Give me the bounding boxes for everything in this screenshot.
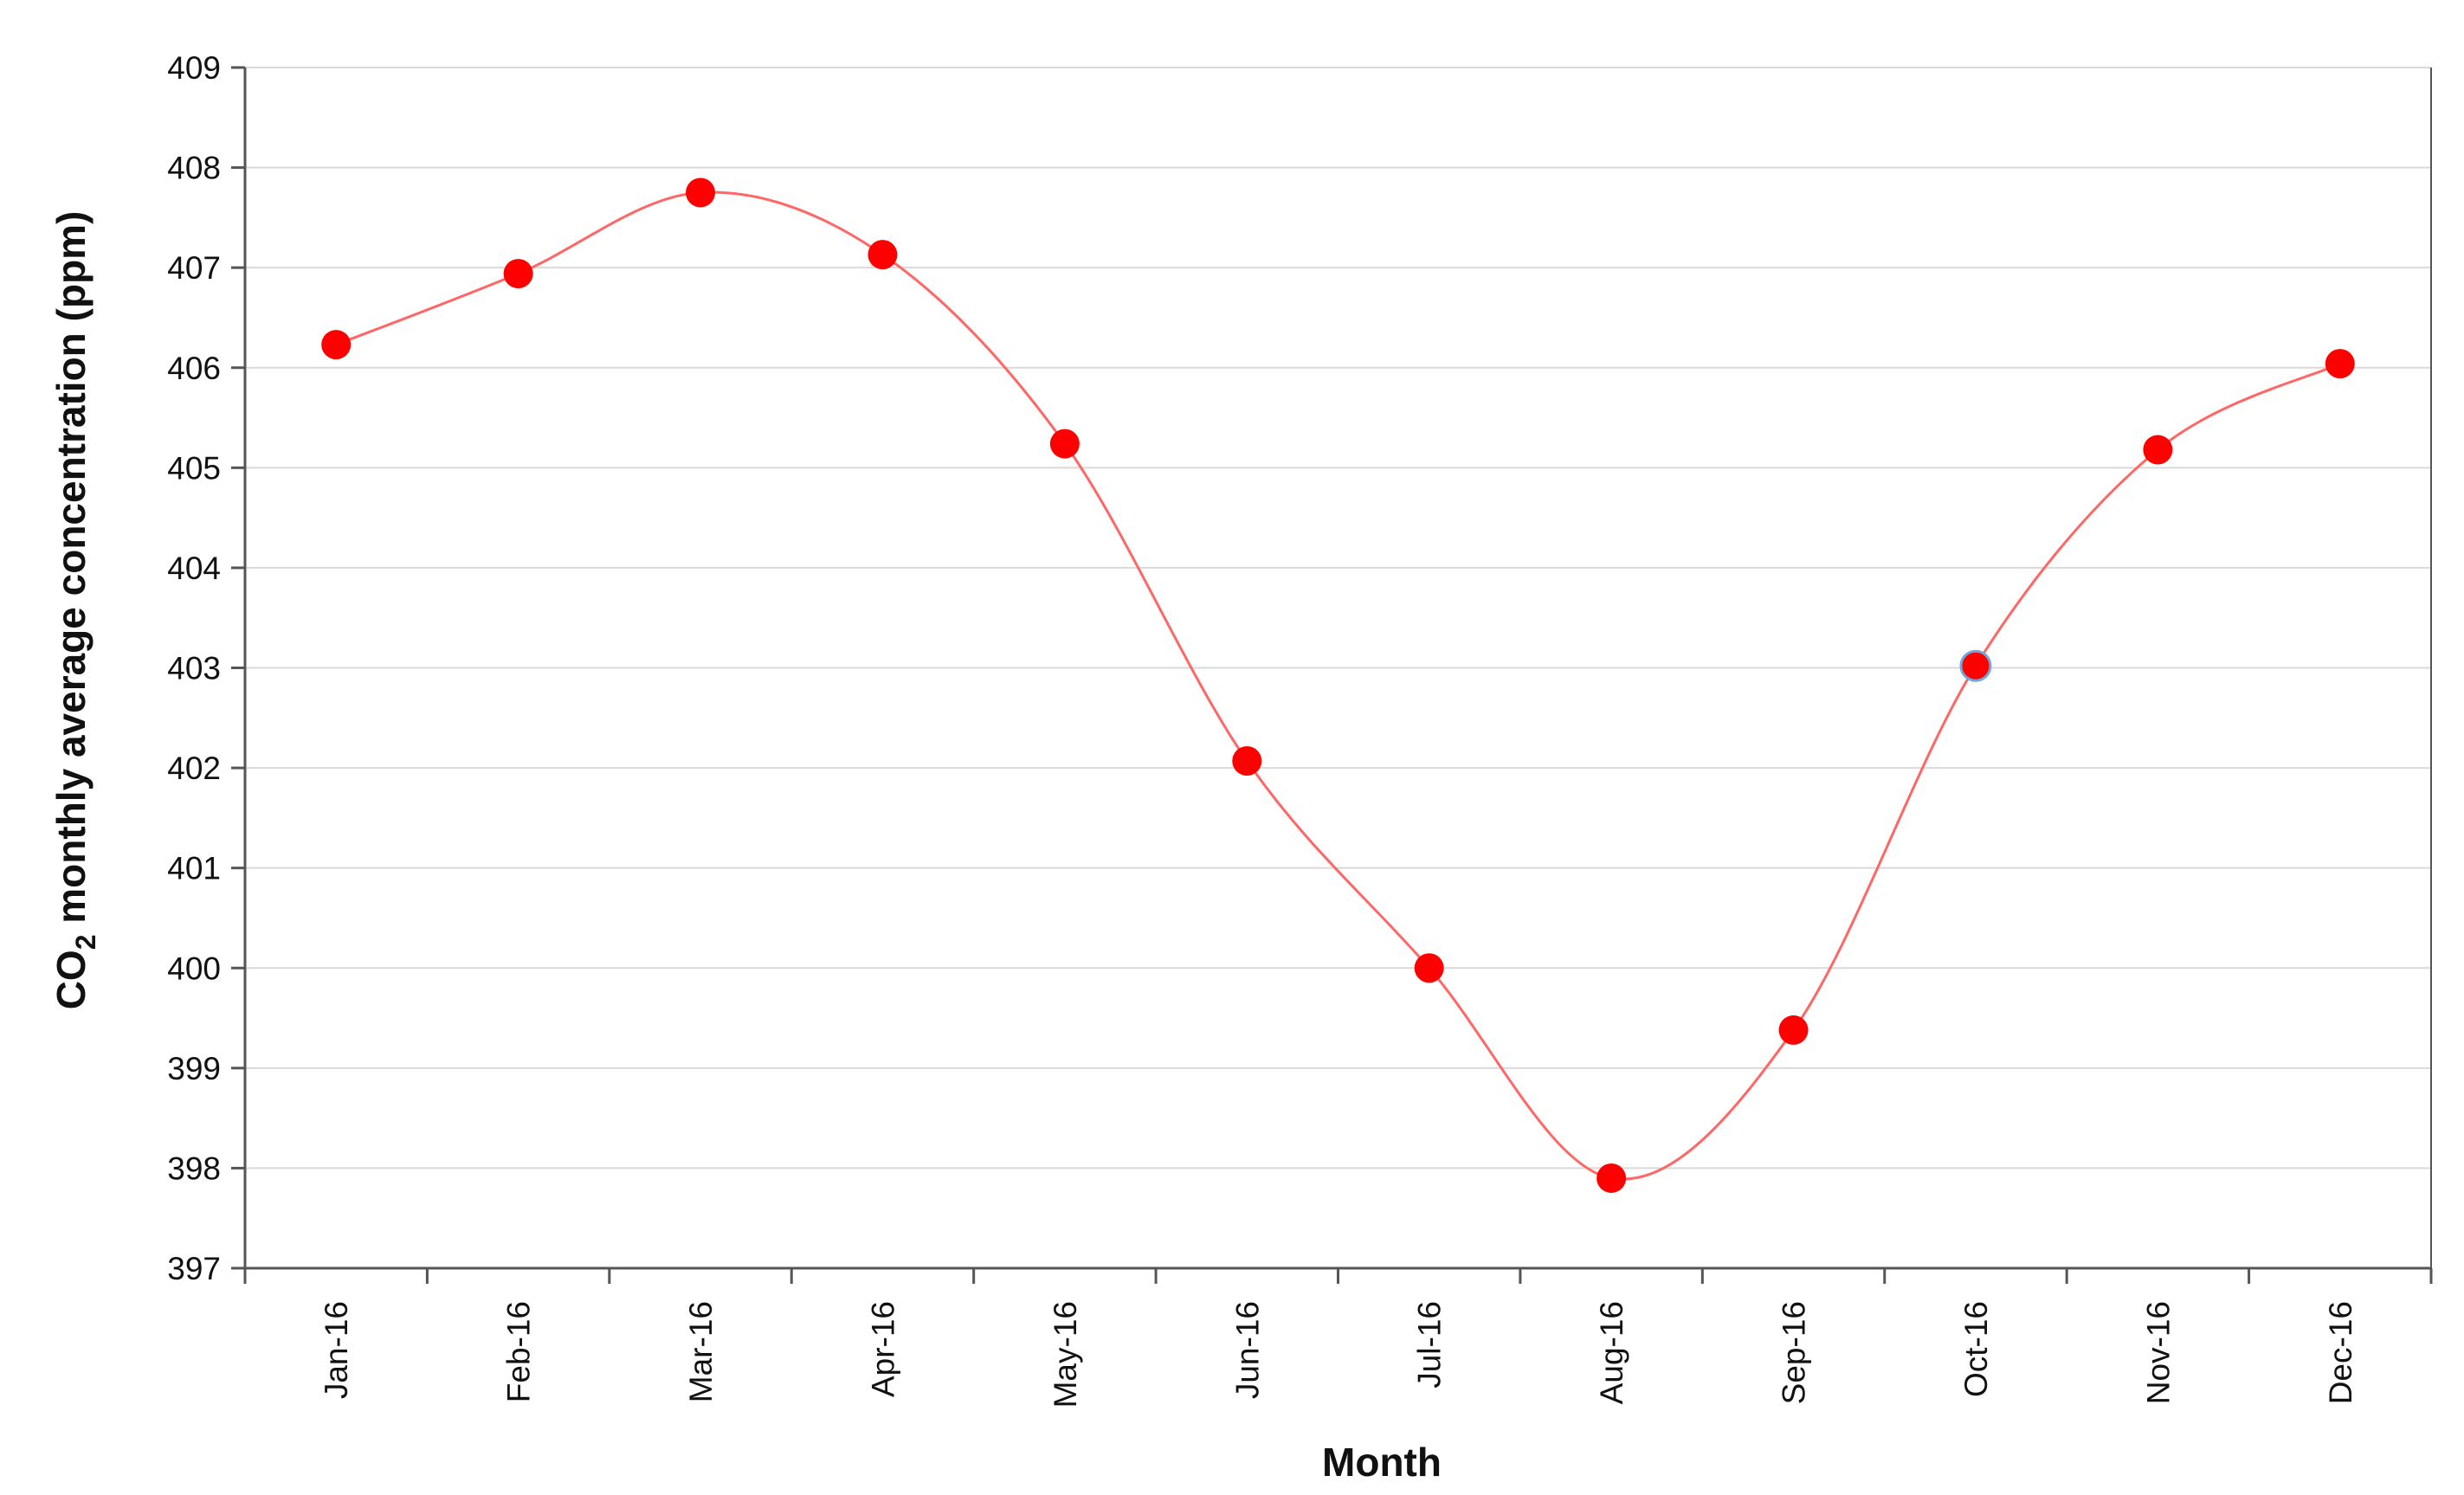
data-point-jun-16	[1232, 745, 1262, 776]
y-tick-label: 402	[167, 751, 221, 786]
data-point-aug-16	[1596, 1163, 1627, 1193]
x-tick-labels: Jan-16 Feb-16 Mar-16 Apr-16 May-16 Jun-16 Jul-…	[319, 1301, 2358, 1408]
x-tick-label: Sep-16	[1777, 1301, 1812, 1404]
data-point-dec-16	[2325, 349, 2355, 379]
y-axis-title: CO2 monthly average concentration (ppm)	[48, 211, 101, 1010]
x-tick-label: May-16	[1048, 1301, 1083, 1408]
data-point-may-16	[1049, 429, 1080, 459]
y-axis-title-subscript: 2	[70, 935, 101, 950]
axes	[231, 66, 2433, 1284]
series-line	[335, 190, 2341, 1181]
y-tick-label: 408	[167, 151, 221, 186]
y-tick-label: 406	[167, 351, 221, 386]
x-tick-label: Apr-16	[865, 1301, 900, 1397]
y-axis-title-co: CO	[48, 950, 94, 1009]
y-tick-label: 400	[167, 950, 221, 986]
gridlines	[245, 67, 2431, 1170]
x-tick-label: Nov-16	[2140, 1301, 2176, 1404]
y-tick-label: 404	[167, 551, 221, 586]
x-tick-label: Feb-16	[501, 1301, 537, 1402]
x-tick-label: Mar-16	[683, 1301, 719, 1402]
y-tick-labels: 397 398 399 400 401 402 403 404 405 406 407 408 409	[167, 50, 221, 1286]
x-tick-label: Dec-16	[2323, 1301, 2358, 1404]
data-point-sep-16	[1778, 1015, 1809, 1045]
y-tick-label: 407	[167, 250, 221, 286]
y-axis-title-rest: monthly average concentration (ppm)	[48, 211, 94, 935]
data-point-oct-16	[1959, 649, 1992, 682]
y-tick-label: 397	[167, 1251, 221, 1286]
data-points	[321, 177, 2355, 1193]
y-tick-label: 398	[167, 1150, 221, 1186]
data-point-jul-16	[1414, 953, 1444, 983]
x-tick-label: Jun-16	[1229, 1301, 1265, 1399]
x-axis-title: Month	[1322, 1440, 1442, 1485]
data-point-jan-16	[321, 330, 352, 360]
y-tick-label: 399	[167, 1051, 221, 1086]
x-tick-label: Oct-16	[1958, 1301, 1994, 1397]
data-point-apr-16	[868, 240, 898, 270]
y-tick-label: 405	[167, 450, 221, 486]
y-tick-label: 409	[167, 50, 221, 86]
data-point-nov-16	[2143, 435, 2173, 465]
data-point-mar-16	[686, 177, 716, 208]
x-tick-label: Jan-16	[319, 1301, 354, 1399]
x-tick-label: Aug-16	[1594, 1301, 1629, 1404]
data-point-feb-16	[503, 259, 533, 289]
x-tick-label: Jul-16	[1412, 1301, 1448, 1389]
y-tick-label: 401	[167, 851, 221, 886]
y-tick-label: 403	[167, 651, 221, 686]
